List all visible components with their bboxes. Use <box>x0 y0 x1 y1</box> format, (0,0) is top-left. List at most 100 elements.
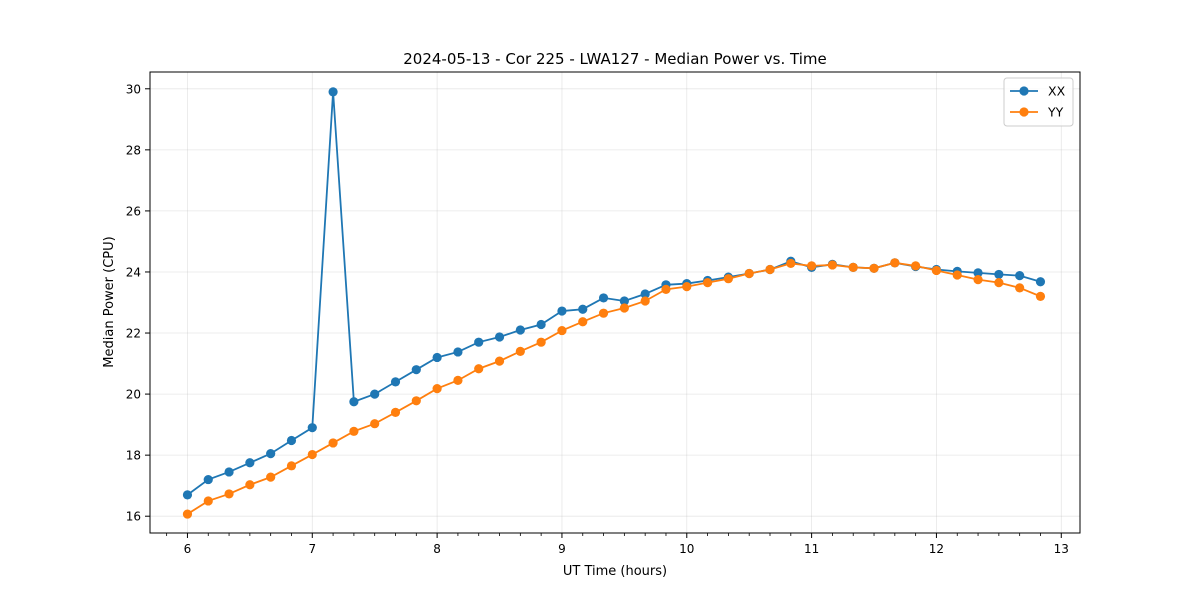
data-point-xx <box>598 293 609 303</box>
data-point-yy <box>723 274 733 284</box>
data-point-yy <box>203 496 213 506</box>
x-axis: 6 7 8 9 10 11 12 13 <box>166 533 1069 556</box>
data-point-yy <box>619 303 629 313</box>
y-tick-label: 26 <box>126 204 141 218</box>
data-point-yy <box>682 282 692 292</box>
data-point-yy <box>536 337 546 347</box>
x-tick-label: 11 <box>804 542 819 556</box>
data-point-xx <box>515 325 525 335</box>
data-point-yy <box>807 261 817 271</box>
data-point-yy <box>245 480 255 490</box>
data-point-yy <box>744 268 754 279</box>
data-point-xx <box>973 268 983 278</box>
data-point-yy <box>370 419 380 429</box>
data-point-xx <box>307 423 317 433</box>
data-point-xx <box>1035 277 1046 287</box>
data-point-xx <box>266 449 276 459</box>
data-point-xx <box>245 458 255 468</box>
grid <box>150 72 1080 533</box>
data-point-xx <box>390 377 401 387</box>
data-point-xx <box>640 289 650 299</box>
data-point-yy <box>286 461 297 471</box>
data-point-yy <box>640 296 650 306</box>
data-point-yy <box>494 356 505 366</box>
data-point-xx <box>203 474 213 485</box>
data-point-yy <box>869 263 879 273</box>
data-point-yy <box>661 284 671 294</box>
y-axis-label: Median Power (CPU) <box>102 236 117 367</box>
data-point-yy <box>994 278 1004 288</box>
y-tick-label: 28 <box>126 143 141 157</box>
data-point-yy <box>1015 283 1025 293</box>
data-point-yy <box>453 375 463 385</box>
data-point-yy <box>952 270 962 280</box>
legend-marker-yy <box>1019 107 1029 117</box>
data-point-yy <box>598 308 609 318</box>
legend-label-xx: XX <box>1048 84 1066 99</box>
data-point-yy <box>411 396 421 406</box>
data-point-yy <box>765 264 775 275</box>
data-point-xx <box>182 490 193 500</box>
x-tick-label: 13 <box>1054 542 1069 556</box>
data-point-xx <box>1015 271 1025 281</box>
data-point-xx <box>328 87 338 97</box>
data-point-xx <box>411 365 421 375</box>
series-line-xx <box>186 91 1041 496</box>
x-tick-label: 9 <box>558 542 566 556</box>
y-tick-label: 30 <box>126 82 141 96</box>
data-point-xx <box>557 306 567 316</box>
y-tick-label: 16 <box>126 510 141 524</box>
series-layer <box>182 87 1046 519</box>
y-tick-label: 20 <box>126 388 141 402</box>
data-point-yy <box>307 449 317 460</box>
x-tick-label: 10 <box>679 542 694 556</box>
data-point-xx <box>224 467 234 477</box>
y-axis: 16 18 20 22 24 26 28 30 <box>126 82 150 524</box>
data-point-yy <box>390 407 401 418</box>
data-point-yy <box>328 438 338 448</box>
y-tick-label: 18 <box>126 449 141 463</box>
data-point-yy <box>557 325 567 336</box>
legend-label-yy: YY <box>1047 105 1064 120</box>
legend-marker-xx <box>1019 86 1029 96</box>
data-point-yy <box>890 258 900 268</box>
data-point-yy <box>578 317 588 327</box>
data-point-xx <box>432 352 442 363</box>
data-point-yy <box>349 426 359 436</box>
series-yy <box>182 258 1046 519</box>
data-point-yy <box>827 260 838 270</box>
data-point-xx <box>474 337 484 347</box>
data-point-yy <box>266 472 276 482</box>
data-point-yy <box>911 261 921 271</box>
data-point-yy <box>702 278 713 288</box>
data-point-yy <box>973 275 983 285</box>
x-tick-label: 8 <box>433 542 441 556</box>
data-point-xx <box>286 435 297 446</box>
data-point-yy <box>224 489 234 499</box>
data-point-yy <box>474 364 484 374</box>
data-point-xx <box>494 332 505 342</box>
data-point-yy <box>432 383 442 394</box>
chart-title: 2024-05-13 - Cor 225 - LWA127 - Median P… <box>403 50 827 68</box>
data-point-xx <box>349 397 359 407</box>
data-point-yy <box>1035 291 1046 301</box>
data-point-yy <box>848 262 858 272</box>
y-tick-label: 24 <box>126 265 141 279</box>
data-point-xx <box>536 319 546 330</box>
data-point-xx <box>370 389 380 399</box>
y-tick-label: 22 <box>126 327 141 341</box>
x-tick-label: 6 <box>184 542 192 556</box>
x-axis-label: UT Time (hours) <box>563 564 667 579</box>
data-point-yy <box>931 265 942 276</box>
data-point-xx <box>619 296 629 306</box>
data-point-yy <box>182 509 193 519</box>
data-point-xx <box>453 347 463 357</box>
legend: XX YY <box>1003 77 1074 127</box>
plot-frame <box>149 71 1081 534</box>
x-tick-label: 12 <box>929 542 944 556</box>
data-point-xx <box>994 269 1004 280</box>
x-tick-label: 7 <box>308 542 316 556</box>
data-point-yy <box>786 258 796 269</box>
data-point-yy <box>515 346 525 356</box>
